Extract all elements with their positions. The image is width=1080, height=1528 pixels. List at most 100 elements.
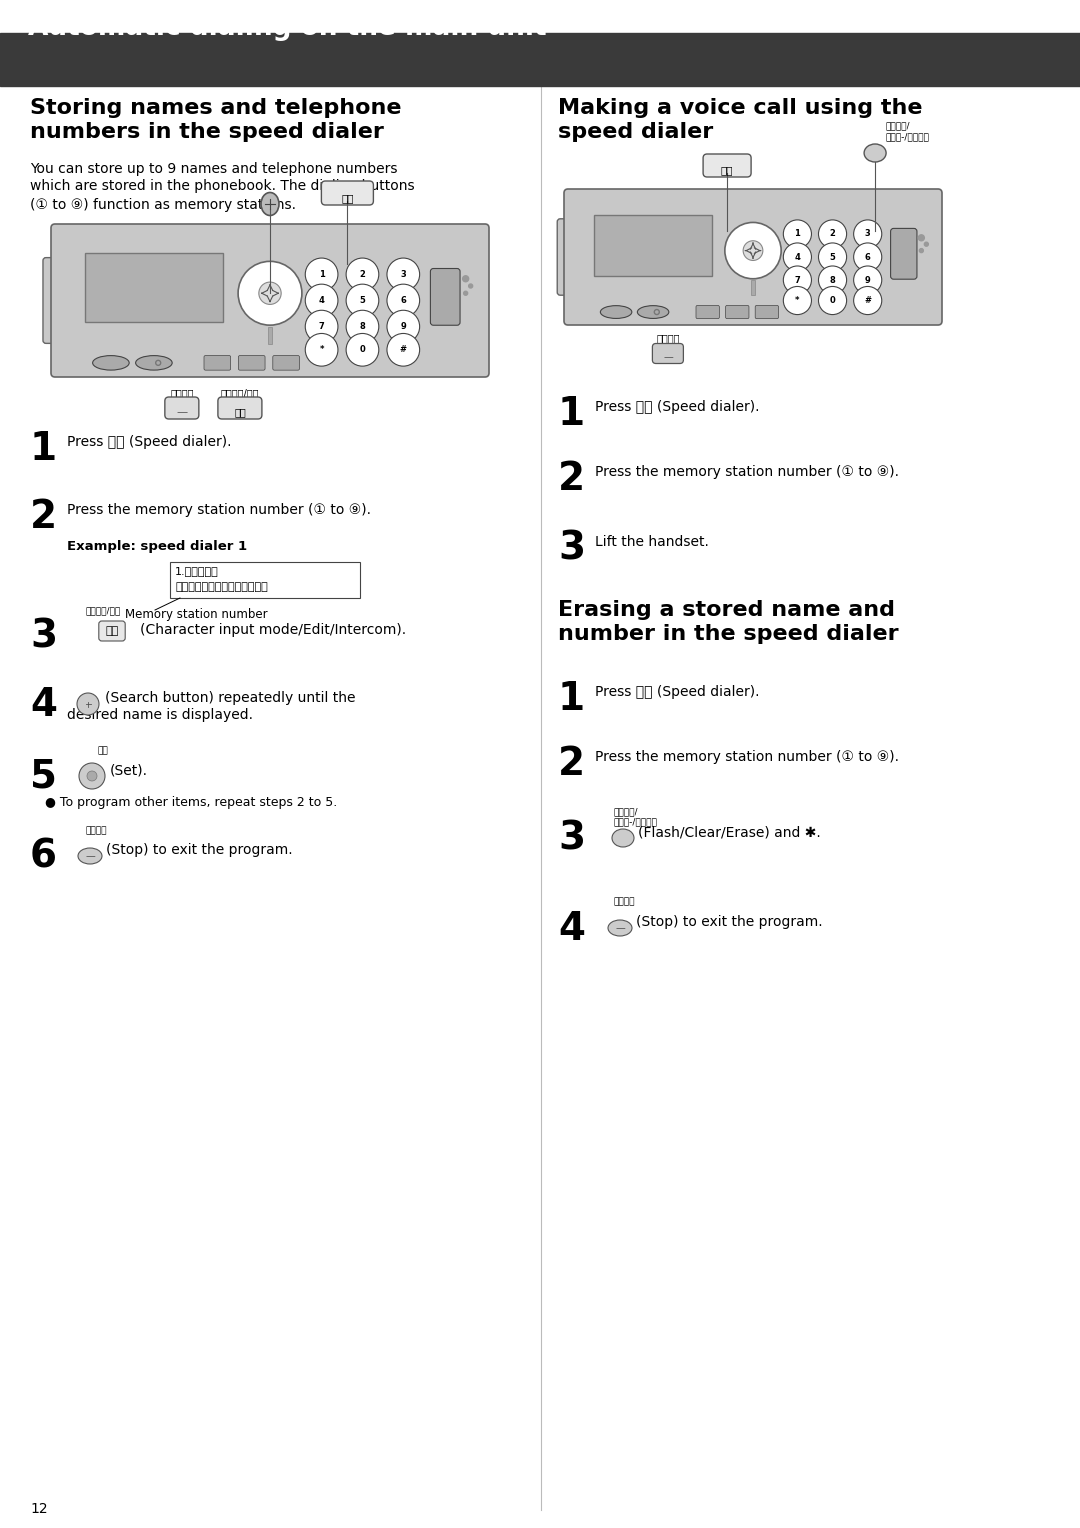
Text: 7: 7 — [795, 275, 800, 284]
Text: #: # — [864, 296, 872, 306]
Ellipse shape — [78, 848, 102, 863]
Text: 短縮: 短縮 — [720, 165, 733, 176]
Circle shape — [725, 223, 781, 278]
Bar — [170, 562, 360, 597]
Text: desired name is displayed.: desired name is displayed. — [67, 707, 253, 723]
Circle shape — [853, 243, 881, 270]
Text: キャッチ/
クリア-/用件消去: キャッチ/ クリア-/用件消去 — [886, 121, 929, 141]
Text: Erasing a stored name and: Erasing a stored name and — [558, 601, 895, 620]
Circle shape — [743, 241, 762, 260]
Text: (Character input mode/Edit/Intercom).: (Character input mode/Edit/Intercom). — [140, 623, 406, 637]
Circle shape — [346, 333, 379, 367]
Text: Press the memory station number (① to ⑨).: Press the memory station number (① to ⑨)… — [595, 750, 899, 764]
Text: 0: 0 — [829, 296, 836, 306]
Text: ストップ: ストップ — [613, 897, 635, 906]
Text: (Stop) to exit the program.: (Stop) to exit the program. — [106, 843, 293, 857]
Circle shape — [469, 284, 473, 287]
Circle shape — [387, 333, 420, 367]
Circle shape — [853, 286, 881, 315]
Circle shape — [259, 283, 281, 304]
Text: 5: 5 — [829, 252, 836, 261]
Text: —: — — [176, 406, 188, 417]
Ellipse shape — [612, 830, 634, 847]
Text: 3: 3 — [558, 821, 585, 859]
Circle shape — [924, 243, 929, 246]
Ellipse shape — [864, 144, 886, 162]
Text: —: — — [85, 851, 95, 860]
Text: 1.ミトウロク: 1.ミトウロク — [175, 565, 219, 576]
Text: トウロクハ［シュウセイ］オス: トウロクハ［シュウセイ］オス — [175, 582, 268, 591]
Circle shape — [346, 258, 379, 290]
Circle shape — [783, 220, 811, 248]
Text: 2: 2 — [829, 229, 836, 238]
Text: 0: 0 — [360, 345, 365, 354]
Text: Press 短縮 (Speed dialer).: Press 短縮 (Speed dialer). — [595, 400, 759, 414]
Circle shape — [79, 762, 105, 788]
Text: —: — — [616, 923, 625, 934]
Text: *: * — [320, 345, 324, 354]
Text: ストップ: ストップ — [85, 827, 107, 834]
Text: 4: 4 — [558, 911, 585, 947]
Text: 1: 1 — [319, 270, 324, 280]
Text: 文字切替/修正: 文字切替/修正 — [220, 388, 259, 397]
Circle shape — [306, 310, 338, 342]
Circle shape — [346, 284, 379, 316]
Text: 7: 7 — [319, 322, 324, 332]
FancyBboxPatch shape — [891, 228, 917, 280]
Circle shape — [853, 220, 881, 248]
Circle shape — [306, 333, 338, 367]
Circle shape — [77, 694, 99, 715]
Text: number in the speed dialer: number in the speed dialer — [558, 623, 899, 643]
Circle shape — [346, 310, 379, 342]
Circle shape — [918, 235, 924, 241]
FancyBboxPatch shape — [165, 397, 199, 419]
Circle shape — [783, 286, 811, 315]
FancyBboxPatch shape — [564, 189, 942, 325]
Text: Press 短縮 (Speed dialer).: Press 短縮 (Speed dialer). — [67, 435, 231, 449]
Text: 2: 2 — [360, 270, 365, 280]
Text: Storing names and telephone: Storing names and telephone — [30, 98, 402, 118]
Circle shape — [654, 310, 659, 315]
Text: Press 短縮 (Speed dialer).: Press 短縮 (Speed dialer). — [595, 685, 759, 698]
Text: 9: 9 — [401, 322, 406, 332]
Bar — [594, 215, 713, 277]
FancyBboxPatch shape — [431, 269, 460, 325]
Text: 短縮: 短縮 — [341, 193, 353, 203]
Text: 1: 1 — [30, 429, 57, 468]
Text: *: * — [795, 296, 799, 306]
Text: 1: 1 — [558, 680, 585, 718]
Text: Memory station number: Memory station number — [125, 608, 268, 620]
Circle shape — [819, 243, 847, 270]
Ellipse shape — [608, 920, 632, 937]
FancyBboxPatch shape — [51, 225, 489, 377]
Text: (Set).: (Set). — [110, 762, 148, 778]
Text: Lift the handset.: Lift the handset. — [595, 535, 708, 549]
Text: Press the memory station number (① to ⑨).: Press the memory station number (① to ⑨)… — [67, 503, 372, 516]
Text: 内線: 内線 — [234, 406, 246, 417]
Text: 2: 2 — [558, 746, 585, 782]
Text: Press the memory station number (① to ⑨).: Press the memory station number (① to ⑨)… — [595, 465, 899, 478]
Text: キャッチ/
クリア-/用件消去: キャッチ/ クリア-/用件消去 — [613, 807, 657, 827]
Text: You can store up to 9 names and telephone numbers: You can store up to 9 names and telephon… — [30, 162, 397, 176]
Circle shape — [853, 266, 881, 293]
Text: 2: 2 — [558, 460, 585, 498]
Text: ● To program other items, repeat steps 2 to 5.: ● To program other items, repeat steps 2… — [45, 796, 337, 808]
Text: 4: 4 — [30, 686, 57, 724]
Text: 5: 5 — [360, 296, 365, 306]
Bar — [85, 252, 222, 322]
Circle shape — [462, 275, 469, 281]
FancyBboxPatch shape — [322, 180, 374, 205]
FancyBboxPatch shape — [43, 258, 85, 344]
FancyBboxPatch shape — [273, 356, 299, 370]
Circle shape — [387, 310, 420, 342]
Text: #: # — [400, 345, 407, 354]
Text: Automatic dialing on the main unit: Automatic dialing on the main unit — [28, 15, 546, 41]
Text: which are stored in the phonebook. The dialing buttons: which are stored in the phonebook. The d… — [30, 179, 415, 193]
Text: 9: 9 — [865, 275, 870, 284]
Text: —: — — [663, 351, 673, 362]
Text: 6: 6 — [401, 296, 406, 306]
FancyBboxPatch shape — [557, 219, 594, 295]
Text: ストップ: ストップ — [171, 388, 193, 397]
Text: (Flash/Clear/Erase) and ✱.: (Flash/Clear/Erase) and ✱. — [638, 825, 821, 839]
Text: (Stop) to exit the program.: (Stop) to exit the program. — [636, 915, 823, 929]
